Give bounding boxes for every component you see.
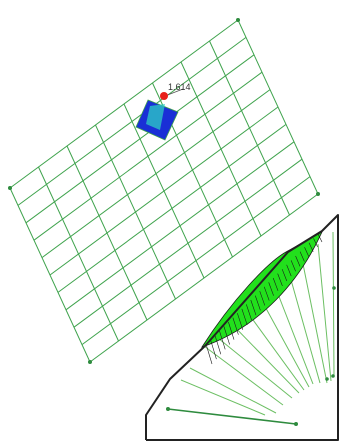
- hatch-line: [259, 291, 266, 306]
- hatch-line: [254, 295, 261, 311]
- hatch-line: [228, 321, 235, 340]
- hatch-line: [223, 326, 230, 345]
- grid-line-v: [41, 89, 271, 259]
- slope-boundary: [145, 214, 339, 441]
- factor-of-safety-label: 1.614: [168, 82, 191, 92]
- hatch-line: [295, 255, 301, 267]
- hatch-line: [246, 304, 252, 321]
- grid-corner-node: [316, 192, 320, 196]
- hatch-line: [317, 233, 323, 243]
- slip-surface-view: [145, 214, 339, 441]
- slice-node: [332, 286, 336, 290]
- grid-line-v: [89, 193, 319, 363]
- slice-line: [332, 231, 335, 377]
- hatch-line: [214, 335, 222, 355]
- hatch-line: [237, 313, 244, 330]
- hatch-line: [286, 264, 292, 277]
- anchor-node-left: [166, 407, 170, 411]
- grid-corner-node: [236, 18, 240, 22]
- hatch-line: [272, 277, 279, 291]
- hatch-line: [268, 282, 274, 296]
- critical-cell-accent: [146, 104, 165, 130]
- hatch-line: [219, 330, 226, 350]
- grid-line-v: [73, 158, 303, 328]
- grid-line-v: [65, 141, 295, 311]
- hatch-line: [241, 308, 248, 326]
- grid-corner-nodes: [8, 18, 320, 364]
- grid-line-v: [81, 176, 311, 346]
- hatch-line: [232, 317, 239, 335]
- grid-line-v: [9, 19, 239, 189]
- hatch-line: [308, 242, 314, 252]
- hatch-line: [304, 247, 310, 257]
- value-leader-line: [164, 88, 184, 97]
- grid-line-v: [33, 71, 263, 241]
- critical-center-marker: [160, 92, 168, 100]
- slice-node: [325, 377, 329, 381]
- grid-corner-node: [88, 360, 92, 364]
- slice-line: [180, 379, 266, 416]
- search-grid-view: 1.614: [8, 18, 320, 364]
- grid-corner-node: [8, 186, 12, 190]
- slice-node: [331, 374, 335, 378]
- hatch-line: [290, 260, 296, 272]
- slice-line: [300, 253, 328, 384]
- hatch-line: [299, 251, 305, 262]
- slice-line: [189, 367, 277, 414]
- grid-line-v: [49, 106, 279, 276]
- hatch-line: [263, 286, 270, 301]
- radial-slice-lines: [180, 231, 336, 416]
- anchor-line: [167, 408, 297, 425]
- grid-line-v: [25, 54, 255, 224]
- hatch-line: [313, 238, 318, 248]
- slice-line: [203, 345, 284, 406]
- critical-center-cell: [135, 99, 179, 141]
- slice-line: [225, 317, 300, 394]
- failure-zone-hatching: [205, 233, 323, 365]
- hatch-line: [250, 299, 257, 316]
- grid-line-v: [57, 123, 287, 293]
- grid-line-v: [17, 36, 247, 206]
- search-grid: [9, 19, 319, 363]
- hatch-line: [210, 339, 217, 360]
- hatch-line: [281, 269, 288, 282]
- anchor-node-right: [294, 422, 298, 426]
- slice-line: [212, 333, 293, 399]
- hatch-line: [277, 273, 283, 287]
- hatch-line: [205, 343, 213, 365]
- slice-line: [317, 243, 332, 382]
